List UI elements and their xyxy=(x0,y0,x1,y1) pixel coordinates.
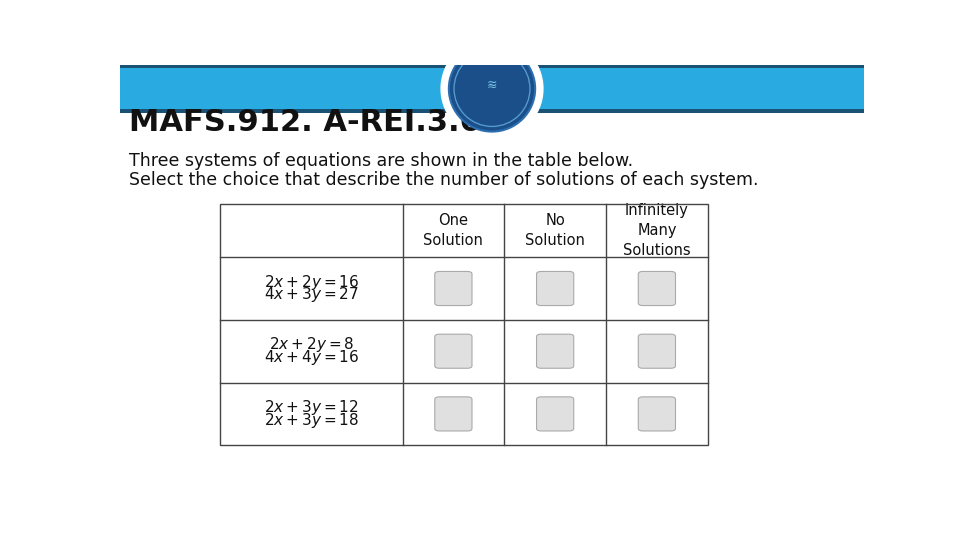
Text: $4x + 4y = 16$: $4x + 4y = 16$ xyxy=(264,348,359,367)
FancyBboxPatch shape xyxy=(537,397,574,431)
FancyBboxPatch shape xyxy=(537,272,574,306)
Ellipse shape xyxy=(449,46,535,132)
Text: $2x + 2y = 8$: $2x + 2y = 8$ xyxy=(269,335,354,354)
Text: ≋: ≋ xyxy=(487,79,497,92)
Text: $2x + 3y = 18$: $2x + 3y = 18$ xyxy=(264,410,359,430)
Text: $2x + 3y = 12$: $2x + 3y = 12$ xyxy=(264,398,359,417)
Text: Infinitely
Many
Solutions: Infinitely Many Solutions xyxy=(623,204,690,258)
Bar xyxy=(221,204,708,446)
Text: Select the choice that describe the number of solutions of each system.: Select the choice that describe the numb… xyxy=(129,171,758,189)
Text: $4x + 3y = 27$: $4x + 3y = 27$ xyxy=(264,285,359,304)
Text: No
Solution: No Solution xyxy=(525,213,585,248)
FancyBboxPatch shape xyxy=(435,272,472,306)
Text: Three systems of equations are shown in the table below.: Three systems of equations are shown in … xyxy=(129,152,633,170)
FancyBboxPatch shape xyxy=(638,334,676,368)
Bar xyxy=(120,65,864,68)
Ellipse shape xyxy=(441,38,543,139)
FancyBboxPatch shape xyxy=(537,334,574,368)
Text: One
Solution: One Solution xyxy=(423,213,483,248)
Text: MAFS.912. A-REI.3.6: MAFS.912. A-REI.3.6 xyxy=(129,109,481,138)
Text: $2x + 2y = 16$: $2x + 2y = 16$ xyxy=(264,273,359,292)
FancyBboxPatch shape xyxy=(435,334,472,368)
Bar xyxy=(120,65,864,113)
Bar xyxy=(120,109,864,113)
FancyBboxPatch shape xyxy=(638,272,676,306)
FancyBboxPatch shape xyxy=(435,397,472,431)
FancyBboxPatch shape xyxy=(638,397,676,431)
